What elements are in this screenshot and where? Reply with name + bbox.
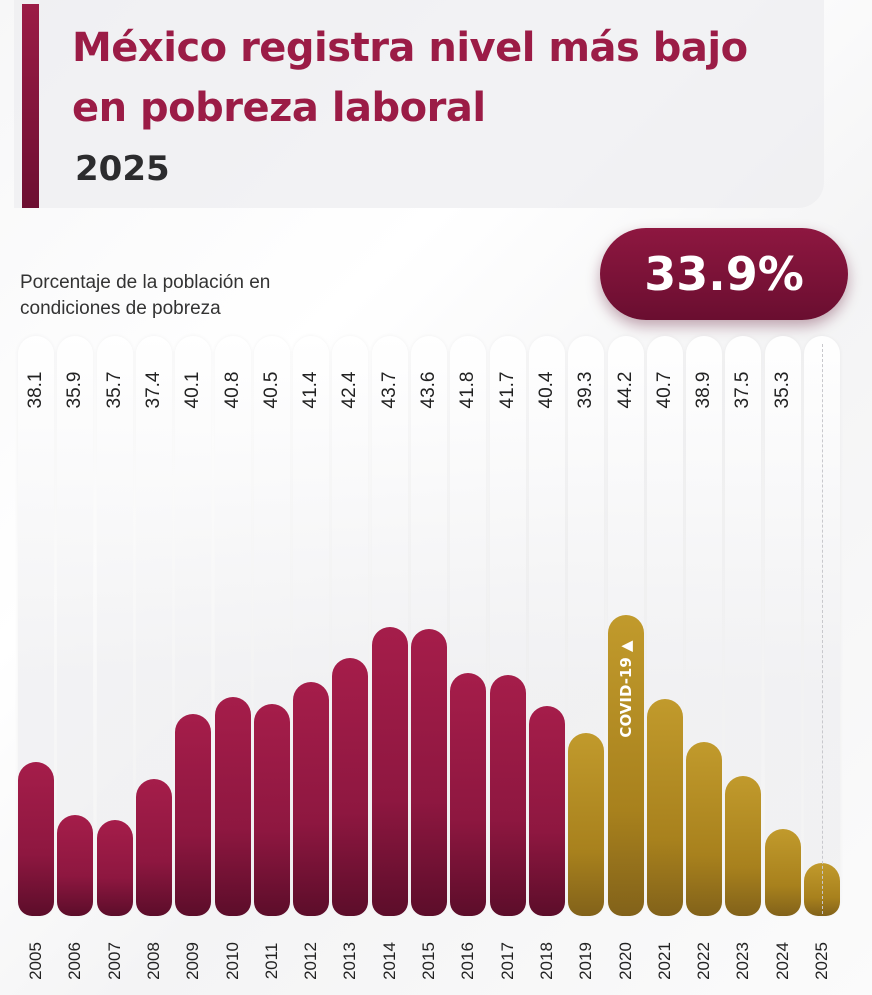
value-label-text: 40.5 [260,371,282,409]
x-tick-label: 2007 [104,942,124,980]
chart-title: México registra nivel más bajo en pobrez… [72,25,748,131]
x-tick-label: 2025 [812,942,831,980]
x-tick-label: 2013 [340,942,360,980]
bar-2014 [371,626,408,916]
value-label-text: 41.7 [496,371,518,409]
bar-track [764,336,801,916]
bar-2012 [293,682,330,916]
x-tick-label: 2012 [301,942,321,980]
bar-2020 [607,614,644,916]
bar-2011 [253,703,290,916]
value-label-text: 40.1 [182,371,204,409]
bar-2013 [332,658,369,916]
bar-2005 [18,761,54,916]
x-tick-label: 2015 [419,942,438,980]
x-tick-label: 2018 [536,942,556,980]
covid-annotation-text: COVID-19 ▲ [616,640,635,738]
bar-2018 [528,706,565,916]
title-accent-bar [22,4,39,208]
value-label-text: 43.6 [418,371,439,409]
bar-2009 [175,713,212,916]
x-tick-label: 2008 [143,942,163,980]
value-label-text: 38.1 [25,371,46,409]
value-label-text: 35.7 [103,371,125,409]
value-label-text: 44.2 [614,371,636,409]
x-tick-label: 2024 [772,942,792,980]
value-label-text: 35.3 [771,371,793,409]
header-card [14,0,824,208]
x-tick-label: 2009 [183,942,203,980]
x-tick-label: 2017 [497,942,517,980]
value-label-text: 37.5 [732,371,754,409]
bar-track [96,336,133,916]
value-label-text: 39.3 [575,371,597,409]
x-tick-label: 2022 [694,942,714,980]
bar-2022 [686,742,723,916]
x-tick-label: 2014 [379,942,399,980]
bar-2015 [411,629,447,916]
bar-2010 [214,696,251,916]
y-axis-label: Porcentaje de la población en condicione… [20,272,271,319]
current-year-dashed-line [822,344,823,914]
x-tick-label: 2016 [458,942,478,980]
value-label-text: 41.8 [457,371,479,409]
value-label-text: 40.8 [221,371,243,409]
x-tick-label: 2011 [261,942,281,980]
x-tick-label: 2006 [65,942,85,980]
x-tick-label: 2020 [615,942,635,980]
bar-2017 [489,675,526,916]
value-label-text: 42.4 [339,371,361,409]
x-tick-label: 2019 [576,942,596,980]
bar-2008 [135,778,172,916]
value-label-text: 35.9 [64,371,86,409]
value-label-text: 38.9 [693,371,715,409]
value-label-text: 41.4 [300,371,322,409]
bar-2021 [646,699,683,916]
bar-2006 [57,814,94,916]
x-tick-label: 2010 [222,942,242,980]
chart-subtitle-year: 2025 [75,149,170,189]
value-label-text: 37.4 [142,371,164,409]
x-tick-label: 2005 [26,942,45,980]
bar-2023 [725,776,762,916]
highlight-value-badge: 33.9% [600,228,848,320]
bar-2016 [450,672,487,916]
value-label-text: 43.7 [378,371,400,409]
bar-2007 [96,819,133,916]
bar-2019 [568,732,605,916]
x-tick-label: 2021 [654,942,674,980]
value-label-text: 40.4 [535,371,557,409]
bar-2024 [764,829,801,916]
x-tick-label: 2023 [733,942,753,980]
value-label-text: 40.7 [653,371,675,409]
